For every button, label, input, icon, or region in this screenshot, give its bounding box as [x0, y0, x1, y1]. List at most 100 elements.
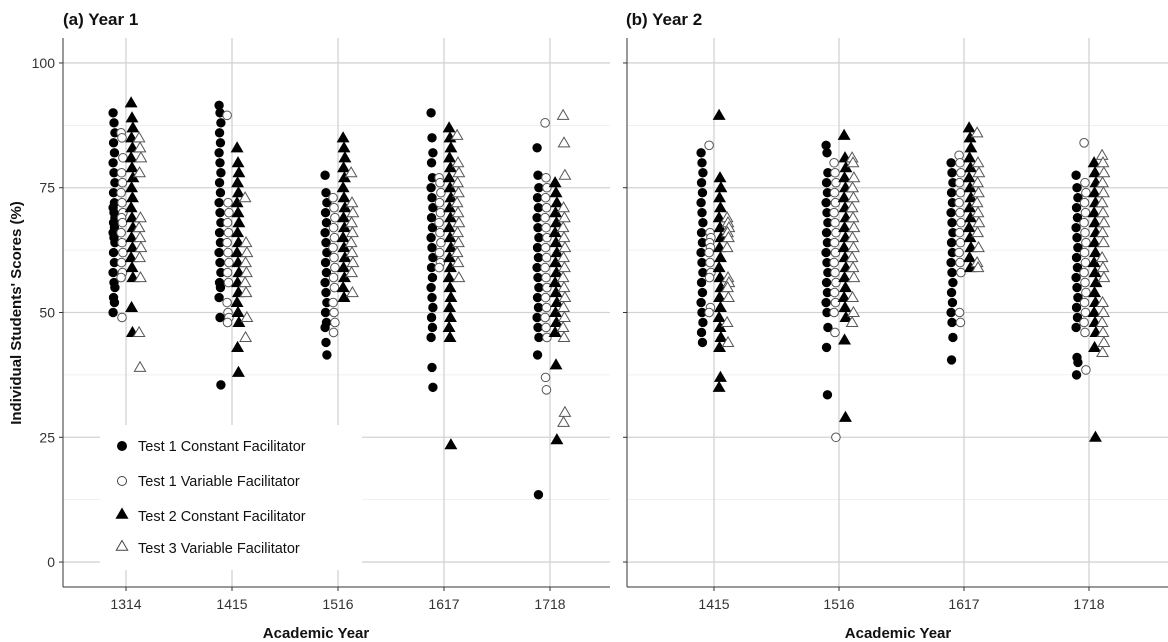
data-point-open-triangle	[1096, 345, 1110, 357]
data-point-open-triangle	[557, 201, 571, 213]
data-point-open-triangle	[451, 226, 465, 238]
data-point-open-circle	[954, 307, 965, 318]
data-point-open-triangle	[847, 221, 861, 233]
data-point-open-triangle	[557, 310, 571, 323]
data-point-filled-circle	[696, 198, 706, 208]
x-tick-label: 1415	[216, 596, 247, 612]
data-point-open-triangle	[847, 171, 861, 183]
panel-b-x-axis-title: Academic Year	[845, 625, 952, 642]
x-tick-label: 1617	[948, 596, 979, 612]
data-point-open-triangle	[1096, 176, 1110, 188]
data-point-open-circle	[222, 217, 233, 228]
data-point-filled-triangle	[443, 151, 457, 163]
data-point-filled-circle	[426, 332, 436, 343]
data-point-open-circle	[830, 167, 840, 178]
y-tick-label: 0	[47, 554, 55, 570]
data-point-open-triangle	[971, 156, 985, 168]
data-point-filled-circle	[426, 108, 436, 118]
data-point-open-triangle	[133, 166, 147, 178]
data-point-open-triangle	[345, 285, 359, 298]
data-point-filled-circle	[428, 382, 438, 393]
data-point-filled-triangle	[714, 330, 728, 342]
data-point-filled-circle	[428, 252, 438, 263]
data-point-filled-triangle	[444, 290, 458, 303]
data-point-filled-triangle	[1088, 340, 1102, 352]
data-point-open-circle	[1079, 138, 1089, 148]
data-point-filled-triangle	[838, 300, 852, 313]
data-point-open-triangle	[971, 176, 985, 188]
data-point-open-circle	[436, 237, 446, 248]
data-point-filled-triangle	[443, 330, 457, 342]
data-point-open-circle	[829, 237, 840, 248]
data-point-open-circle	[1079, 317, 1089, 328]
data-point-filled-circle	[821, 297, 831, 308]
data-point-open-triangle	[1097, 216, 1111, 228]
data-point-filled-circle	[821, 247, 831, 258]
data-point-filled-circle	[533, 222, 543, 233]
panel-b: 1415 1516 1617 1718 (b) Year 2 Academic Yea…	[623, 10, 1168, 642]
data-point-open-triangle	[451, 176, 465, 188]
data-point-filled-triangle	[230, 141, 244, 153]
data-point-filled-circle	[321, 337, 331, 348]
data-point-filled-circle	[946, 355, 957, 365]
data-point-filled-circle	[427, 242, 437, 253]
data-point-open-triangle	[451, 206, 465, 218]
series-open-triangle	[720, 126, 1111, 357]
data-point-filled-circle	[215, 138, 226, 148]
data-point-filled-circle	[427, 322, 438, 333]
data-point-open-triangle	[451, 156, 465, 168]
data-point-filled-circle	[947, 217, 957, 228]
data-point-filled-circle	[821, 178, 832, 188]
data-point-filled-triangle	[337, 260, 351, 273]
data-point-filled-circle	[215, 207, 225, 218]
data-point-open-circle	[223, 277, 234, 288]
data-point-filled-circle	[532, 292, 543, 303]
data-point-filled-circle	[426, 158, 437, 168]
data-point-filled-circle	[697, 158, 707, 168]
data-point-filled-circle	[108, 108, 118, 118]
data-point-open-circle	[954, 247, 964, 258]
data-point-open-circle	[829, 207, 839, 218]
data-point-filled-circle	[215, 282, 226, 293]
data-point-filled-circle	[1072, 262, 1083, 273]
data-point-open-circle	[829, 307, 839, 318]
data-point-open-circle	[329, 252, 339, 263]
data-point-open-circle	[222, 267, 233, 278]
data-point-filled-triangle	[230, 246, 244, 258]
data-point-open-circle	[1080, 307, 1091, 318]
data-point-filled-circle	[696, 277, 707, 288]
data-point-filled-circle	[948, 332, 958, 343]
data-point-open-circle	[434, 262, 444, 273]
data-point-open-triangle	[451, 236, 465, 248]
data-point-open-triangle	[971, 226, 985, 238]
data-point-open-triangle	[239, 265, 253, 278]
data-point-filled-triangle	[1087, 305, 1101, 318]
data-point-open-circle	[116, 257, 127, 268]
data-point-open-triangle	[1095, 251, 1109, 263]
data-point-filled-triangle	[230, 295, 244, 308]
data-point-open-circle	[117, 237, 127, 248]
data-point-filled-circle	[698, 217, 708, 228]
legend-label: Test 3 Variable Facilitator	[138, 541, 300, 557]
data-point-open-circle	[330, 317, 340, 328]
data-point-open-circle	[434, 247, 445, 258]
data-point-open-circle	[117, 133, 127, 143]
data-point-open-circle	[541, 272, 551, 283]
data-point-open-triangle	[1096, 206, 1110, 218]
data-point-open-triangle	[556, 108, 570, 120]
series-open-circle	[704, 138, 1091, 443]
data-point-filled-circle	[821, 342, 832, 353]
data-point-filled-circle	[321, 237, 331, 248]
data-point-open-circle	[116, 187, 126, 198]
data-point-open-triangle	[450, 246, 464, 258]
data-point-filled-triangle	[1088, 186, 1102, 198]
data-point-filled-circle	[214, 128, 225, 138]
data-point-filled-triangle	[1087, 206, 1101, 218]
data-point-filled-circle	[214, 198, 224, 208]
data-point-filled-circle	[214, 227, 225, 238]
data-point-open-triangle	[846, 191, 860, 203]
x-tick-label: 1516	[322, 596, 353, 612]
data-point-filled-triangle	[336, 181, 350, 193]
data-point-filled-circle	[532, 193, 543, 203]
data-point-filled-triangle	[712, 380, 726, 392]
